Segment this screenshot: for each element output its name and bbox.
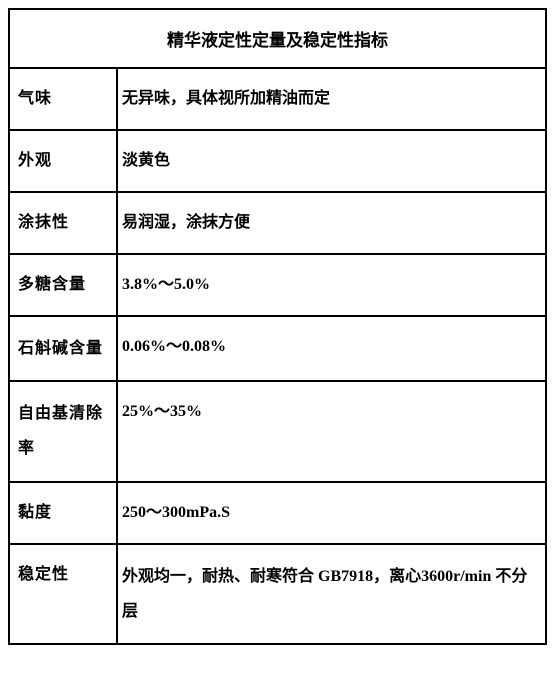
label-text: 稳定性 [18, 566, 69, 583]
row-value: 3.8%～5.0% [118, 255, 545, 315]
row-label: 多糖含量 [10, 255, 118, 315]
table-row: 石斛碱含量 0.06%～0.08% [10, 317, 545, 382]
row-value: 易润湿，涂抹方便 [118, 193, 545, 253]
row-value: 外观均一，耐热、耐寒符合 GB7918，离心3600r/min 不分层 [118, 545, 545, 643]
row-value: 25%～35% [118, 382, 545, 480]
label-text: 石斛碱含量 [18, 340, 103, 357]
row-value: 淡黄色 [118, 131, 545, 191]
label-text: 多糖含量 [18, 276, 86, 293]
row-label: 石斛碱含量 [10, 317, 118, 380]
label-text: 外观 [18, 152, 52, 169]
row-label: 稳定性 [10, 545, 118, 643]
row-label: 气味 [10, 69, 118, 129]
row-label: 涂抹性 [10, 193, 118, 253]
table-row: 自由基清除率 25%～35% [10, 382, 545, 482]
row-value: 0.06%～0.08% [118, 317, 545, 380]
label-text: 黏度 [18, 504, 52, 521]
table-row: 多糖含量 3.8%～5.0% [10, 255, 545, 317]
label-text: 涂抹性 [18, 214, 69, 231]
row-label: 自由基清除率 [10, 382, 118, 480]
label-text: 自由基清除率 [18, 405, 103, 457]
table-row: 涂抹性 易润湿，涂抹方便 [10, 193, 545, 255]
table-row: 稳定性 外观均一，耐热、耐寒符合 GB7918，离心3600r/min 不分层 [10, 545, 545, 643]
label-text: 气味 [18, 90, 52, 107]
row-value: 250～300mPa.S [118, 483, 545, 543]
table-row: 气味 无异味，具体视所加精油而定 [10, 69, 545, 131]
spec-table: 精华液定性定量及稳定性指标 气味 无异味，具体视所加精油而定 外观 淡黄色 涂抹… [8, 8, 547, 645]
row-label: 黏度 [10, 483, 118, 543]
row-value: 无异味，具体视所加精油而定 [118, 69, 545, 129]
row-label: 外观 [10, 131, 118, 191]
table-row: 外观 淡黄色 [10, 131, 545, 193]
table-title: 精华液定性定量及稳定性指标 [10, 10, 545, 69]
table-row: 黏度 250～300mPa.S [10, 483, 545, 545]
